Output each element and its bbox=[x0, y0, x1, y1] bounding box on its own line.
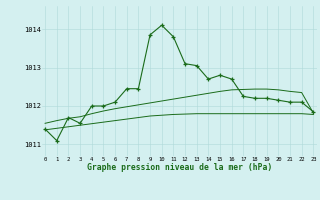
X-axis label: Graphe pression niveau de la mer (hPa): Graphe pression niveau de la mer (hPa) bbox=[87, 163, 272, 172]
